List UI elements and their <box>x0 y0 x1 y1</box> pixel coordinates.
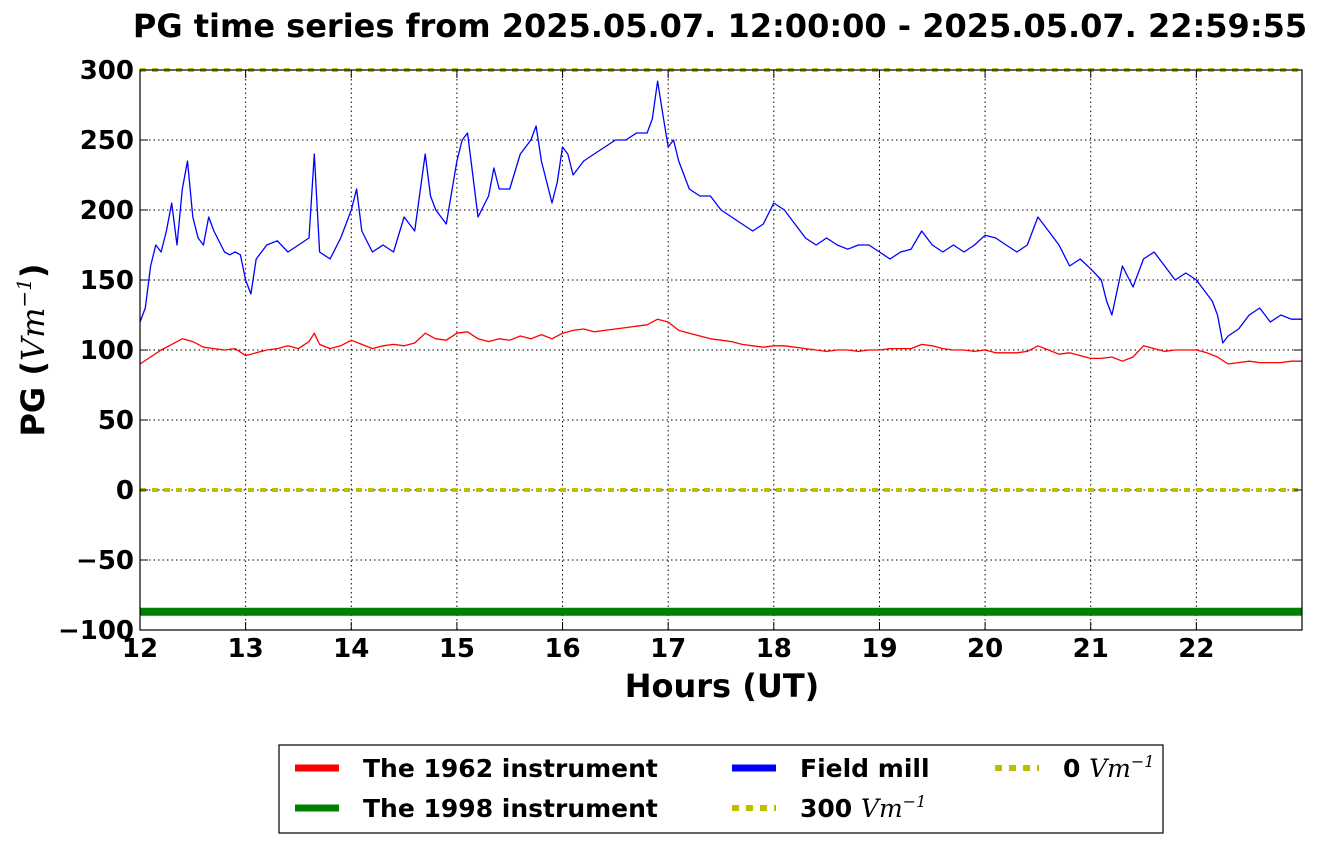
y-axis-label-suffix: ) <box>14 263 52 278</box>
chart-title: PG time series from 2025.05.07. 12:00:00… <box>133 7 1307 45</box>
x-tick-label: 15 <box>439 634 475 664</box>
y-tick-label: 50 <box>98 406 134 436</box>
y-axis-label-unit: Vm <box>14 308 52 361</box>
y-tick-label: 150 <box>80 266 134 296</box>
y-tick-label: 250 <box>80 126 134 156</box>
y-axis-label-exponent: −1 <box>12 278 36 307</box>
y-tick-label: 300 <box>80 56 134 86</box>
x-tick-label: 17 <box>650 634 686 664</box>
x-tick-label: 13 <box>228 634 264 664</box>
x-axis-label: Hours (UT) <box>625 667 820 705</box>
y-tick-label: −50 <box>76 546 134 576</box>
x-tick-label: 21 <box>1073 634 1109 664</box>
legend-label-2: Field mill <box>800 754 930 783</box>
legend-label-4: 0 Vm−1 <box>1063 752 1154 783</box>
series-line-0 <box>139 318 1302 365</box>
legend-label-3: 300 Vm−1 <box>800 792 926 823</box>
y-tick-label: 0 <box>116 476 134 506</box>
x-tick-label: 20 <box>967 634 1003 664</box>
y-axis-label: PG (Vm−1) <box>12 263 52 436</box>
series-layer <box>139 68 1302 616</box>
legend-box <box>278 744 1164 834</box>
y-axis-label-prefix: PG ( <box>14 361 52 436</box>
x-tick-label: 12 <box>122 634 158 664</box>
legend-label-1: The 1998 instrument <box>363 794 658 823</box>
x-tick-label: 19 <box>861 634 897 664</box>
series-line-2 <box>139 80 1302 344</box>
x-tick-label: 18 <box>756 634 792 664</box>
x-tick-label: 16 <box>544 634 580 664</box>
y-tick-label: 100 <box>80 336 134 366</box>
tick-labels: 12 13 14 15 16 17 18 19 20 21 22 −100 −50 0 50 100 150 20… <box>58 56 1215 664</box>
plot-frame <box>139 69 1303 631</box>
y-tick-label: −100 <box>58 616 134 646</box>
x-tick-label: 22 <box>1178 634 1214 664</box>
legend: The 1962 instrument The 1998 instrument Fi… <box>278 744 1164 834</box>
x-tick-label: 14 <box>333 634 369 664</box>
y-tick-label: 200 <box>80 196 134 226</box>
legend-label-0: The 1962 instrument <box>363 754 658 783</box>
